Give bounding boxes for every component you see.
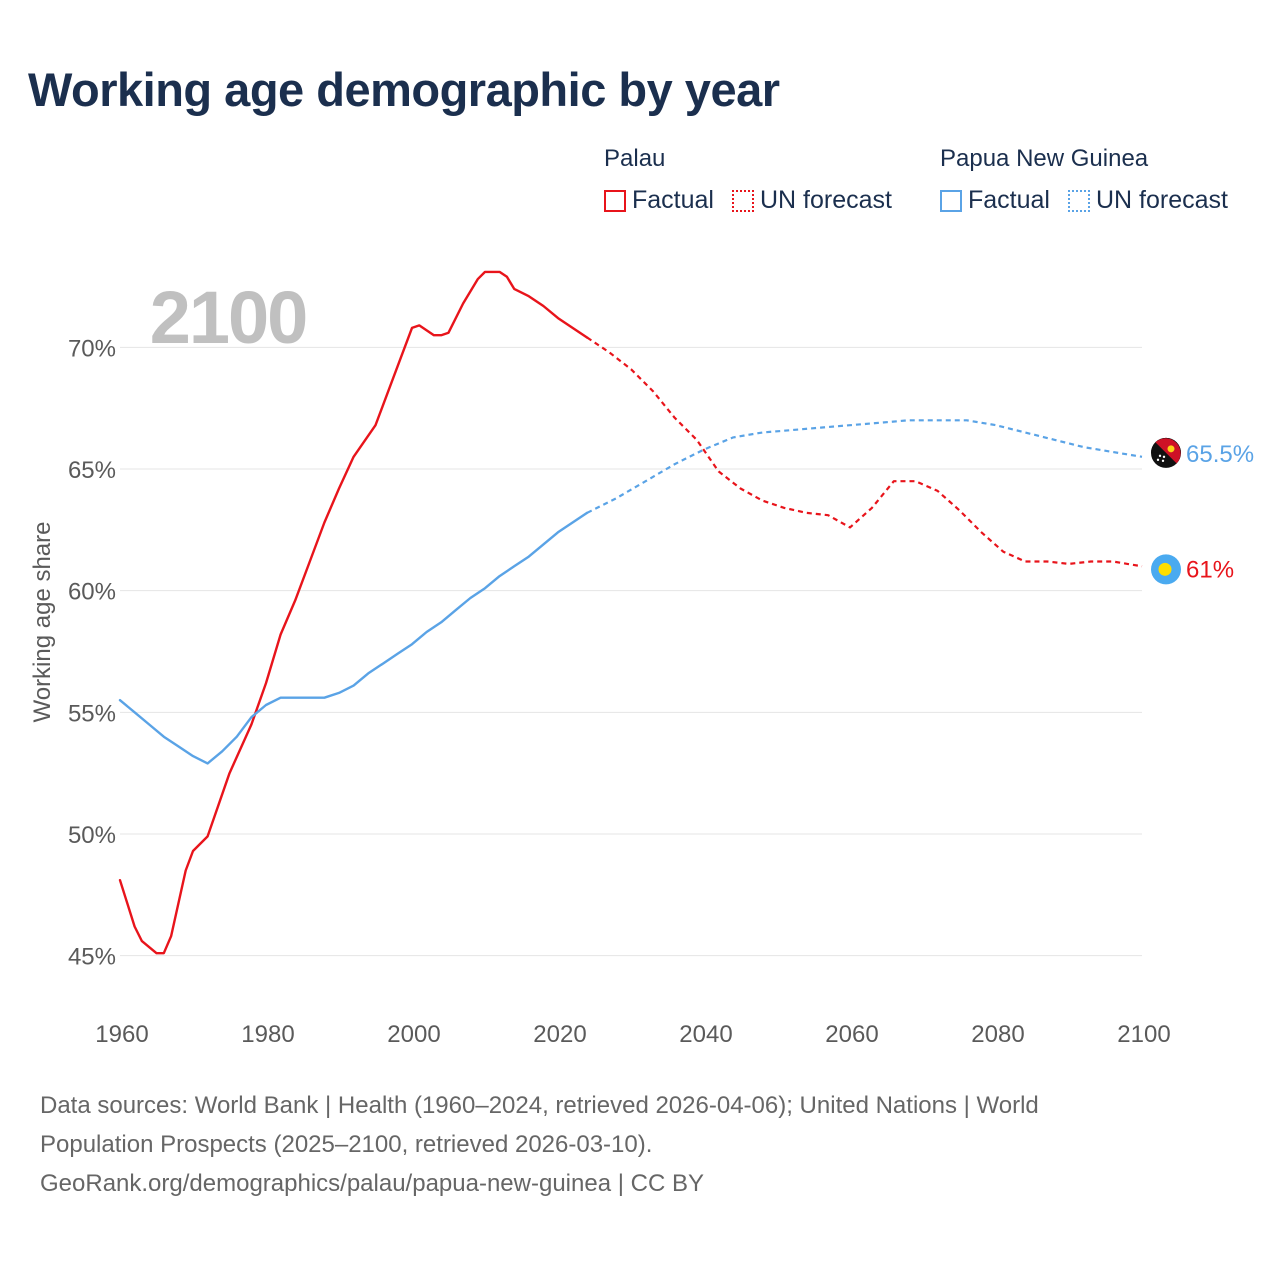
- y-tick-label-50: 50%: [68, 822, 116, 849]
- y-tick-label-65: 65%: [68, 457, 116, 484]
- legend-item-png-forecast[interactable]: UN forecast: [1067, 186, 1228, 215]
- legend-item-palau-factual[interactable]: Factual: [604, 186, 714, 215]
- chart-title: Working age demographic by year: [28, 63, 780, 116]
- swatch-palau-factual: [604, 189, 626, 212]
- legend-country-png: Papua New Guinea: [940, 145, 1149, 172]
- legend-label-palau-forecast: UN forecast: [759, 186, 892, 214]
- y-tick-label-45: 45%: [68, 944, 116, 971]
- legend-label-png-forecast: UN forecast: [1095, 186, 1228, 214]
- x-tick-label-2060: 2060: [825, 1021, 878, 1048]
- series-line-png-factual[interactable]: [118, 511, 589, 765]
- x-tick-label-1960: 1960: [95, 1021, 148, 1048]
- x-tick-label-1980: 1980: [241, 1021, 294, 1048]
- y-tick-label-55: 55%: [68, 700, 116, 727]
- series-layer: [118, 270, 1143, 955]
- series-line-png-forecast[interactable]: [586, 419, 1143, 514]
- x-tick-label-2020: 2020: [533, 1021, 586, 1048]
- source-line-1: Data sources: World Bank | Health (1960–…: [40, 1092, 1039, 1119]
- legend-label-png-factual: Factual: [968, 186, 1050, 214]
- legend-item-palau-forecast[interactable]: UN forecast: [731, 186, 892, 215]
- source-url[interactable]: GeoRank.org/demographics/palau/papua-new…: [40, 1170, 704, 1197]
- x-tick-label-2000: 2000: [387, 1021, 440, 1048]
- end-label-palau: 61%: [1186, 556, 1234, 583]
- x-tick-label-2040: 2040: [679, 1021, 732, 1048]
- swatch-png-forecast: [1067, 189, 1090, 212]
- series-line-palau-forecast[interactable]: [586, 336, 1143, 568]
- legend-group-png: Papua New Guinea Factual UN forecast: [940, 144, 1246, 215]
- x-tick-label-2080: 2080: [971, 1021, 1024, 1048]
- source-line-2: Population Prospects (2025–2100, retriev…: [40, 1131, 653, 1158]
- y-tick-label-60: 60%: [68, 579, 116, 606]
- legend-label-palau-factual: Factual: [632, 186, 714, 214]
- line-chart: 2100 45% 50% 55% 60% 65% 70% 1960 1980 2000 2020 2…: [29, 270, 1254, 1048]
- end-label-png: 65.5%: [1186, 441, 1254, 468]
- grid-layer: [120, 346, 1142, 957]
- source-note: Data sources: World Bank | Health (1960–…: [40, 1086, 1190, 1203]
- swatch-palau-forecast: [731, 189, 754, 212]
- y-tick-label-70: 70%: [68, 335, 116, 362]
- year-watermark: 2100: [150, 276, 307, 359]
- x-tick-label-2100: 2100: [1117, 1021, 1170, 1048]
- legend-group-palau: Palau Factual UN forecast: [604, 144, 910, 215]
- swatch-png-factual: [940, 189, 962, 212]
- png-flag-icon: [1151, 437, 1181, 468]
- legend-item-png-factual[interactable]: Factual: [940, 186, 1050, 215]
- marker-layer: 65.5% 61%: [1151, 437, 1254, 585]
- y-axis-label: Working age share: [29, 522, 56, 723]
- palau-flag-icon: [1151, 554, 1181, 585]
- legend-country-palau: Palau: [604, 145, 666, 172]
- series-line-palau-factual[interactable]: [118, 270, 589, 955]
- axis-layer: 45% 50% 55% 60% 65% 70% 1960 1980 2000 2020 2040 20…: [29, 335, 1171, 1048]
